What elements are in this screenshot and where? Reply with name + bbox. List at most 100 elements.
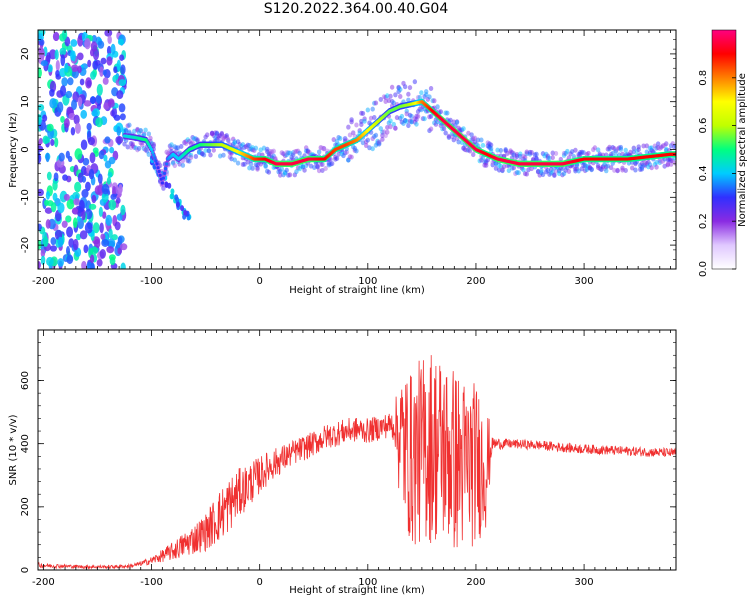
x-tick-label: 100 <box>358 577 377 588</box>
spectral-halo <box>471 152 476 158</box>
spectral-halo <box>393 92 398 98</box>
spectral-blob <box>57 236 64 248</box>
spectral-halo <box>607 144 612 150</box>
x-tick-label: -100 <box>140 577 163 588</box>
spectral-halo <box>297 150 302 156</box>
spectral-blob <box>62 174 68 181</box>
y-tick-label: 0 <box>20 146 31 152</box>
spectral-blob <box>80 109 88 119</box>
spectral-halo <box>203 148 208 154</box>
spectral-blob <box>84 37 91 50</box>
spectral-blob <box>38 145 44 152</box>
spectral-halo <box>136 145 142 151</box>
spectral-halo <box>316 149 322 155</box>
spectral-blob <box>74 181 82 193</box>
spectral-halo <box>354 122 359 128</box>
spectral-blob <box>52 192 58 202</box>
spectral-halo <box>630 165 635 171</box>
spectral-halo <box>206 148 212 154</box>
spectral-halo <box>612 167 617 173</box>
snr-x-axis: -200 -100 0 100 200 300 <box>32 330 671 588</box>
colorbar-tick-label: 0.8 <box>698 70 709 86</box>
spectral-halo <box>534 151 539 157</box>
x-tick-label: -100 <box>140 276 163 287</box>
spectral-halo <box>454 119 460 125</box>
spectral-halo <box>284 167 289 173</box>
spectral-blob <box>55 59 60 72</box>
spectral-blob <box>108 254 116 261</box>
spectral-blob <box>46 123 54 132</box>
spectral-halo <box>169 142 174 148</box>
spectral-blob <box>42 236 49 248</box>
spectral-blob <box>170 188 175 195</box>
spectral-blob <box>46 171 52 181</box>
spectral-halo <box>398 86 403 92</box>
spectral-halo <box>409 113 414 119</box>
spectral-halo <box>649 145 654 151</box>
spectral-halo <box>595 147 601 153</box>
spectral-blob <box>107 99 115 108</box>
spectral-halo <box>558 156 564 162</box>
spectral-halo <box>560 165 565 171</box>
spectral-blob <box>96 83 103 96</box>
spectral-blob <box>119 243 128 251</box>
spectral-blob <box>115 197 121 204</box>
spectral-blob <box>111 234 118 241</box>
spectral-halo <box>347 132 353 138</box>
spectral-halo <box>479 137 484 143</box>
spectral-halo <box>540 172 546 178</box>
spectral-halo <box>354 148 359 154</box>
spectral-blob <box>57 101 64 113</box>
spectral-halo <box>127 129 132 135</box>
spectral-halo <box>349 119 354 125</box>
ridge-core <box>153 156 157 160</box>
spectral-blob <box>120 262 126 269</box>
spectral-blob <box>108 156 116 165</box>
ridge-core <box>158 173 162 177</box>
spectral-halo <box>417 94 422 100</box>
spectral-halo <box>565 148 570 154</box>
snr-y-axis: 0 200 400 600 <box>20 329 676 573</box>
y-tick-label: -20 <box>20 237 31 253</box>
spectral-blob <box>118 184 123 194</box>
spectral-halo <box>219 130 225 136</box>
spectral-halo <box>398 94 403 100</box>
spectrogram-y-axis: -20 -10 0 10 20 <box>20 29 676 270</box>
spectral-halo <box>581 150 586 156</box>
spectral-halo <box>428 113 434 119</box>
spectral-halo <box>388 93 393 99</box>
spectral-halo <box>673 160 676 166</box>
spectral-halo <box>143 127 148 133</box>
spectral-blob <box>97 40 105 49</box>
spectral-blob <box>44 207 53 214</box>
spectral-halo <box>427 94 432 100</box>
colorbar-tick-label: 0.6 <box>698 118 709 134</box>
spectral-blob <box>38 46 44 54</box>
spectral-halo <box>127 122 132 128</box>
spectral-halo <box>407 85 413 91</box>
spectral-halo <box>467 148 473 154</box>
spectral-halo <box>329 161 335 167</box>
spectral-halo <box>516 170 521 176</box>
spectral-halo <box>664 141 669 147</box>
spectral-blob <box>101 191 109 203</box>
spectral-blob <box>81 208 86 221</box>
spectral-blob <box>81 175 87 183</box>
spectral-blob <box>102 211 107 219</box>
spectral-blob <box>42 114 48 122</box>
spectral-blob <box>63 118 70 128</box>
spectral-halo <box>547 155 552 161</box>
spectral-halo <box>302 167 307 173</box>
spectral-blob <box>47 64 53 73</box>
spectral-halo <box>576 168 581 174</box>
spectral-halo <box>205 132 210 138</box>
spectral-halo <box>484 162 489 168</box>
spectral-halo <box>179 144 184 150</box>
spectral-halo <box>524 171 529 177</box>
spectral-halo <box>469 132 474 138</box>
spectral-halo <box>271 148 276 154</box>
spectral-blob <box>180 205 185 212</box>
spectral-halo <box>485 157 491 163</box>
spectral-blob <box>88 168 95 180</box>
